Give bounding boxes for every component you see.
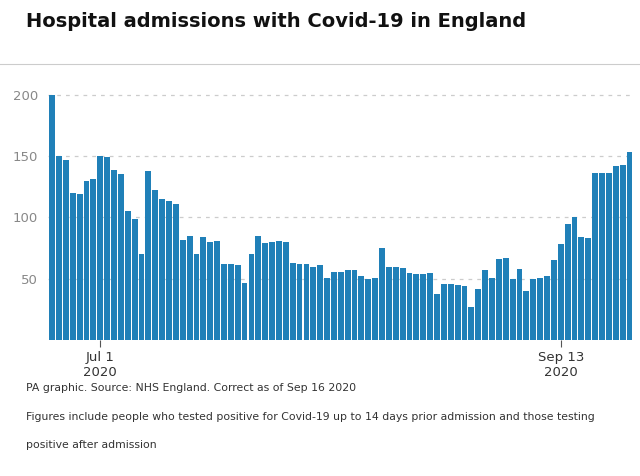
Bar xyxy=(310,267,316,340)
Bar xyxy=(358,277,364,340)
Bar xyxy=(461,286,467,340)
Bar xyxy=(620,165,625,340)
Bar xyxy=(49,95,55,340)
Bar xyxy=(125,211,131,340)
Bar xyxy=(572,218,577,340)
Bar xyxy=(531,279,536,340)
Bar xyxy=(372,278,378,340)
Bar xyxy=(476,289,481,340)
Bar xyxy=(455,285,461,340)
Bar xyxy=(166,201,172,340)
Bar xyxy=(296,264,303,340)
Bar xyxy=(235,266,241,340)
Bar xyxy=(242,283,248,340)
Bar xyxy=(524,291,529,340)
Bar xyxy=(207,242,213,340)
Bar xyxy=(386,267,392,340)
Bar xyxy=(544,277,550,340)
Bar xyxy=(180,239,186,340)
Bar xyxy=(283,242,289,340)
Bar xyxy=(187,236,193,340)
Bar xyxy=(269,242,275,340)
Bar xyxy=(586,238,591,340)
Bar xyxy=(441,284,447,340)
Bar xyxy=(496,259,502,340)
Text: PA graphic. Source: NHS England. Correct as of Sep 16 2020: PA graphic. Source: NHS England. Correct… xyxy=(26,383,356,393)
Bar xyxy=(393,267,399,340)
Bar xyxy=(84,180,90,340)
Bar xyxy=(138,254,145,340)
Bar xyxy=(200,237,206,340)
Bar xyxy=(111,169,117,340)
Bar xyxy=(97,156,103,340)
Bar xyxy=(599,173,605,340)
Bar xyxy=(564,224,570,340)
Bar xyxy=(379,248,385,340)
Bar xyxy=(152,190,158,340)
Text: Hospital admissions with Covid-19 in England: Hospital admissions with Covid-19 in Eng… xyxy=(26,12,525,31)
Bar xyxy=(482,270,488,340)
Text: positive after admission: positive after admission xyxy=(26,440,156,450)
Bar xyxy=(262,243,268,340)
Bar xyxy=(63,160,68,340)
Bar xyxy=(118,175,124,340)
Bar xyxy=(606,173,612,340)
Bar xyxy=(503,258,509,340)
Bar xyxy=(627,152,632,340)
Bar xyxy=(351,270,358,340)
Bar xyxy=(434,294,440,340)
Bar xyxy=(303,264,309,340)
Bar xyxy=(56,156,62,340)
Bar xyxy=(324,278,330,340)
Bar xyxy=(70,193,76,340)
Bar xyxy=(537,278,543,340)
Bar xyxy=(592,173,598,340)
Bar xyxy=(448,284,454,340)
Bar xyxy=(145,171,151,340)
Bar xyxy=(365,279,371,340)
Bar xyxy=(255,236,261,340)
Bar xyxy=(516,269,522,340)
Bar xyxy=(77,194,83,340)
Bar xyxy=(104,157,110,340)
Bar xyxy=(420,274,426,340)
Bar xyxy=(173,204,179,340)
Bar xyxy=(558,245,564,340)
Bar xyxy=(400,268,406,340)
Bar xyxy=(613,166,619,340)
Bar xyxy=(193,254,200,340)
Bar xyxy=(509,279,516,340)
Bar xyxy=(413,274,419,340)
Bar xyxy=(221,264,227,340)
Bar xyxy=(132,218,138,340)
Bar xyxy=(338,271,344,340)
Bar xyxy=(489,278,495,340)
Bar xyxy=(428,273,433,340)
Bar xyxy=(331,271,337,340)
Bar xyxy=(90,179,96,340)
Bar xyxy=(406,273,412,340)
Bar xyxy=(248,254,254,340)
Bar xyxy=(468,307,474,340)
Bar xyxy=(317,266,323,340)
Text: Figures include people who tested positive for Covid-19 up to 14 days prior admi: Figures include people who tested positi… xyxy=(26,412,595,422)
Bar xyxy=(214,241,220,340)
Bar xyxy=(228,264,234,340)
Bar xyxy=(345,270,351,340)
Bar xyxy=(159,199,165,340)
Bar xyxy=(551,260,557,340)
Bar xyxy=(579,237,584,340)
Bar xyxy=(276,241,282,340)
Bar xyxy=(290,263,296,340)
